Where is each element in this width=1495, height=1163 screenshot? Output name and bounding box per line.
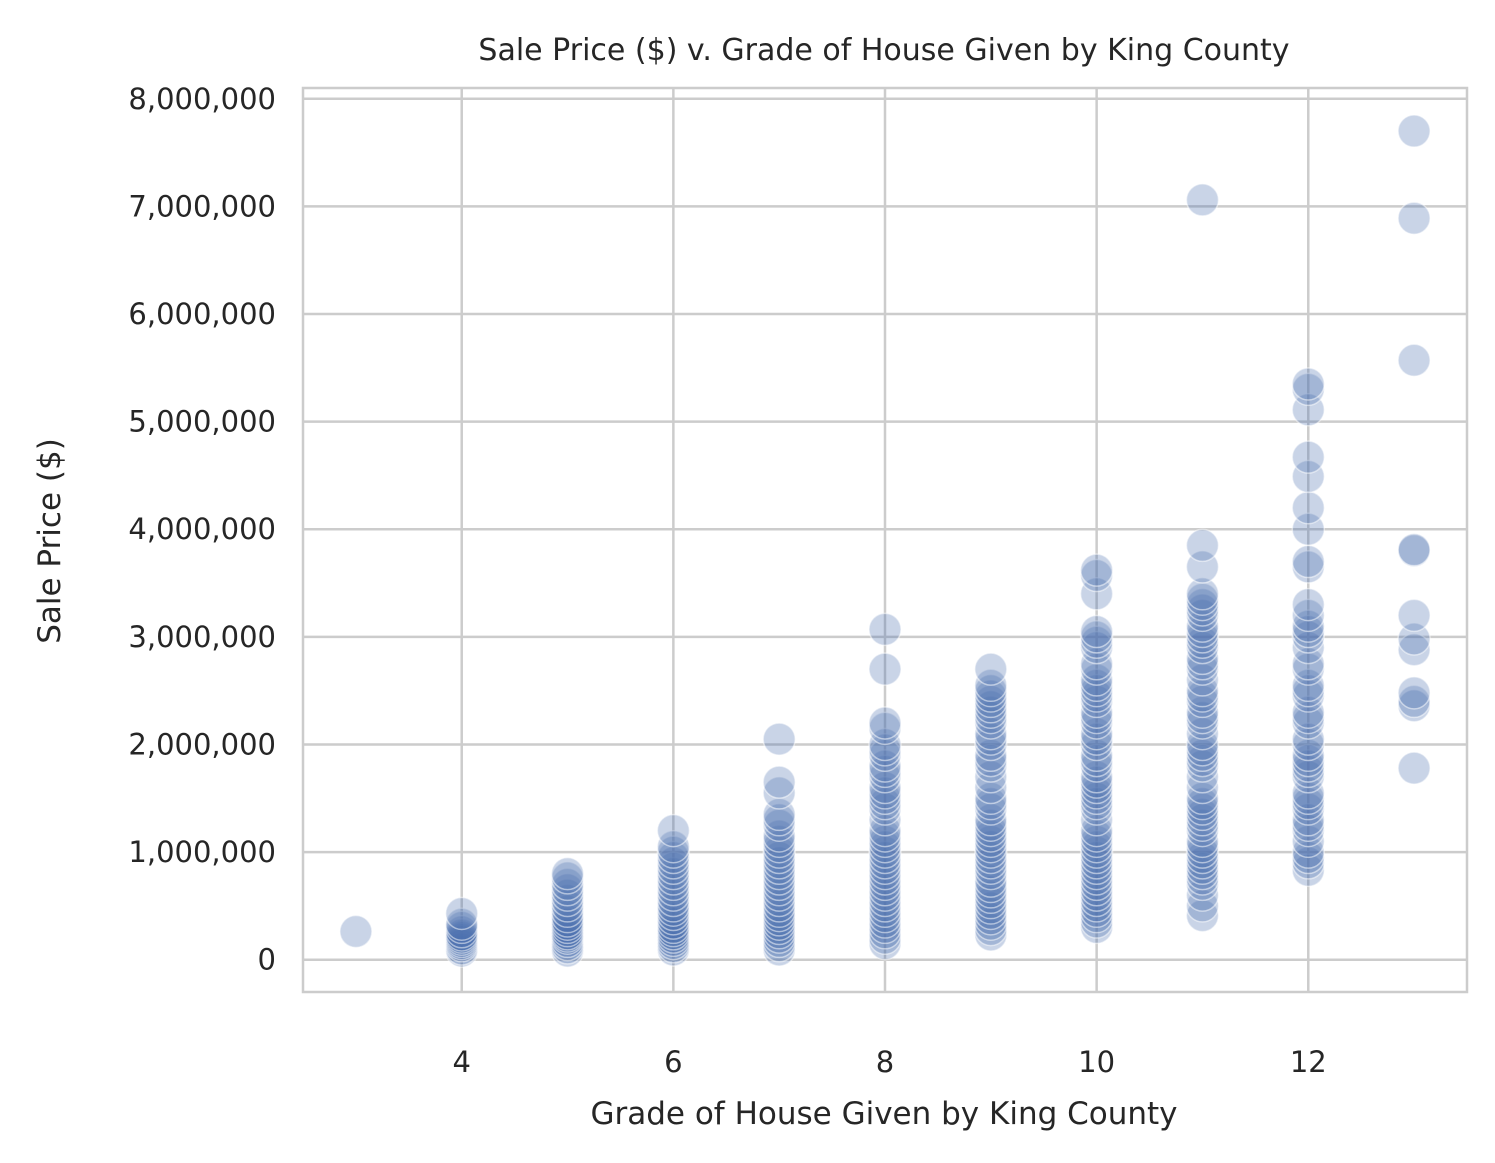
- data-point: [974, 864, 1008, 898]
- y-tick-label: 1,000,000: [128, 835, 276, 869]
- data-point: [762, 776, 796, 810]
- data-point: [1397, 622, 1431, 656]
- x-axis-label: Grade of House Given by King County: [590, 1096, 1177, 1132]
- data-point: [1291, 853, 1326, 888]
- data-point: [1397, 684, 1431, 719]
- data-point: [444, 907, 479, 941]
- data-point: [1397, 343, 1431, 378]
- x-tick-label: 4: [453, 1045, 471, 1079]
- data-point: [1079, 553, 1114, 587]
- data-point: [1397, 633, 1431, 667]
- y-tick-label: 6,000,000: [128, 297, 276, 331]
- data-point: [1397, 201, 1431, 235]
- data-point: [1397, 598, 1431, 633]
- data-point: [339, 914, 373, 949]
- data-point: [444, 896, 479, 931]
- y-axis-label: Sale Price ($): [32, 438, 68, 644]
- data-point: [762, 722, 796, 756]
- data-point: [1185, 183, 1220, 217]
- data-point: [1079, 577, 1114, 611]
- data-point: [656, 813, 691, 848]
- chart-title: Sale Price ($) v. Grade of House Given b…: [478, 33, 1289, 68]
- data-point: [1291, 587, 1326, 622]
- x-tick-label: 10: [1078, 1045, 1115, 1079]
- data-point: [868, 652, 902, 686]
- x-tick-label: 6: [664, 1045, 682, 1079]
- y-tick-label: 8,000,000: [128, 82, 276, 116]
- y-tick-labels: 0 1,000,000 2,000,000 3,000,000 4,000,000 5,0…: [128, 82, 276, 977]
- x-tick-label: 12: [1290, 1045, 1327, 1079]
- y-tick-label: 4,000,000: [128, 512, 276, 546]
- data-point: [1291, 459, 1326, 494]
- x-tick-labels: 4 6 8 10 12: [453, 1045, 1327, 1079]
- data-point: [1397, 114, 1431, 148]
- y-tick-label: 0: [258, 943, 276, 977]
- data-points: [339, 114, 1431, 968]
- data-point: [974, 652, 1008, 686]
- data-point: [1397, 676, 1431, 710]
- data-point: [868, 706, 902, 740]
- y-tick-label: 2,000,000: [128, 727, 276, 761]
- data-point: [1291, 367, 1326, 401]
- x-tick-label: 8: [876, 1045, 894, 1079]
- data-point: [1291, 544, 1326, 579]
- y-tick-label: 7,000,000: [128, 189, 276, 223]
- data-point: [1291, 490, 1326, 525]
- plot-frame: [301, 86, 1469, 994]
- data-point: [868, 612, 902, 647]
- data-point: [1185, 528, 1220, 563]
- data-point: [1291, 440, 1326, 474]
- data-point: [1291, 598, 1326, 633]
- data-point: [1079, 614, 1114, 649]
- data-point: [550, 856, 585, 891]
- y-tick-label: 5,000,000: [128, 405, 276, 439]
- y-tick-label: 3,000,000: [128, 620, 276, 654]
- data-point: [1185, 898, 1220, 933]
- data-point: [1291, 393, 1326, 427]
- data-point: [1397, 751, 1431, 785]
- data-point: [1185, 577, 1220, 611]
- data-point: [1397, 532, 1431, 567]
- data-point: [762, 765, 796, 799]
